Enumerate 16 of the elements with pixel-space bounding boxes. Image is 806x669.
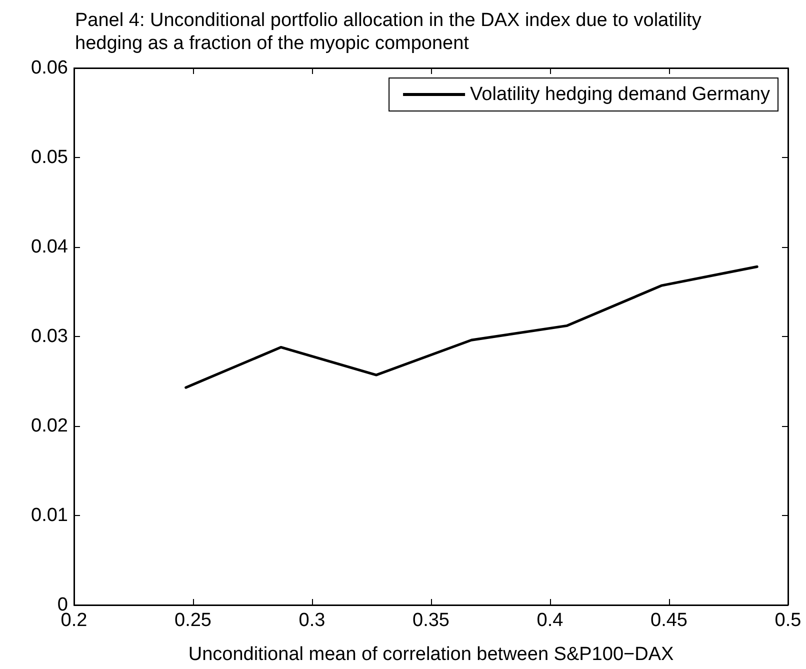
y-tick-label: 0.04 xyxy=(31,236,68,258)
y-tick-label: 0.02 xyxy=(31,416,68,436)
chart-title: Panel 4: Unconditional portfolio allocation in the DAX index due to volatility hedging as a fraction of the myopic component xyxy=(75,10,707,54)
x-tick-label: 0.5 xyxy=(774,610,802,631)
x-tick-label: 0.3 xyxy=(298,610,326,631)
y-tick-label: 0.03 xyxy=(31,326,68,347)
y-tick-label: 0.06 xyxy=(31,58,68,78)
x-axis-title: Unconditional mean of correlation between S&P100−DAX xyxy=(188,644,674,665)
y-tick-label: 0.05 xyxy=(31,147,68,168)
x-tick-label: 0.4 xyxy=(536,610,564,631)
x-tick-label: 0.45 xyxy=(650,610,688,631)
legend-label: Volatility hedging demand Germany xyxy=(470,84,770,105)
line-series xyxy=(184,265,758,389)
y-tick-label: 0.01 xyxy=(31,505,68,526)
x-tick-label: 0.25 xyxy=(174,610,212,631)
x-tick-label: 0.35 xyxy=(412,610,450,631)
